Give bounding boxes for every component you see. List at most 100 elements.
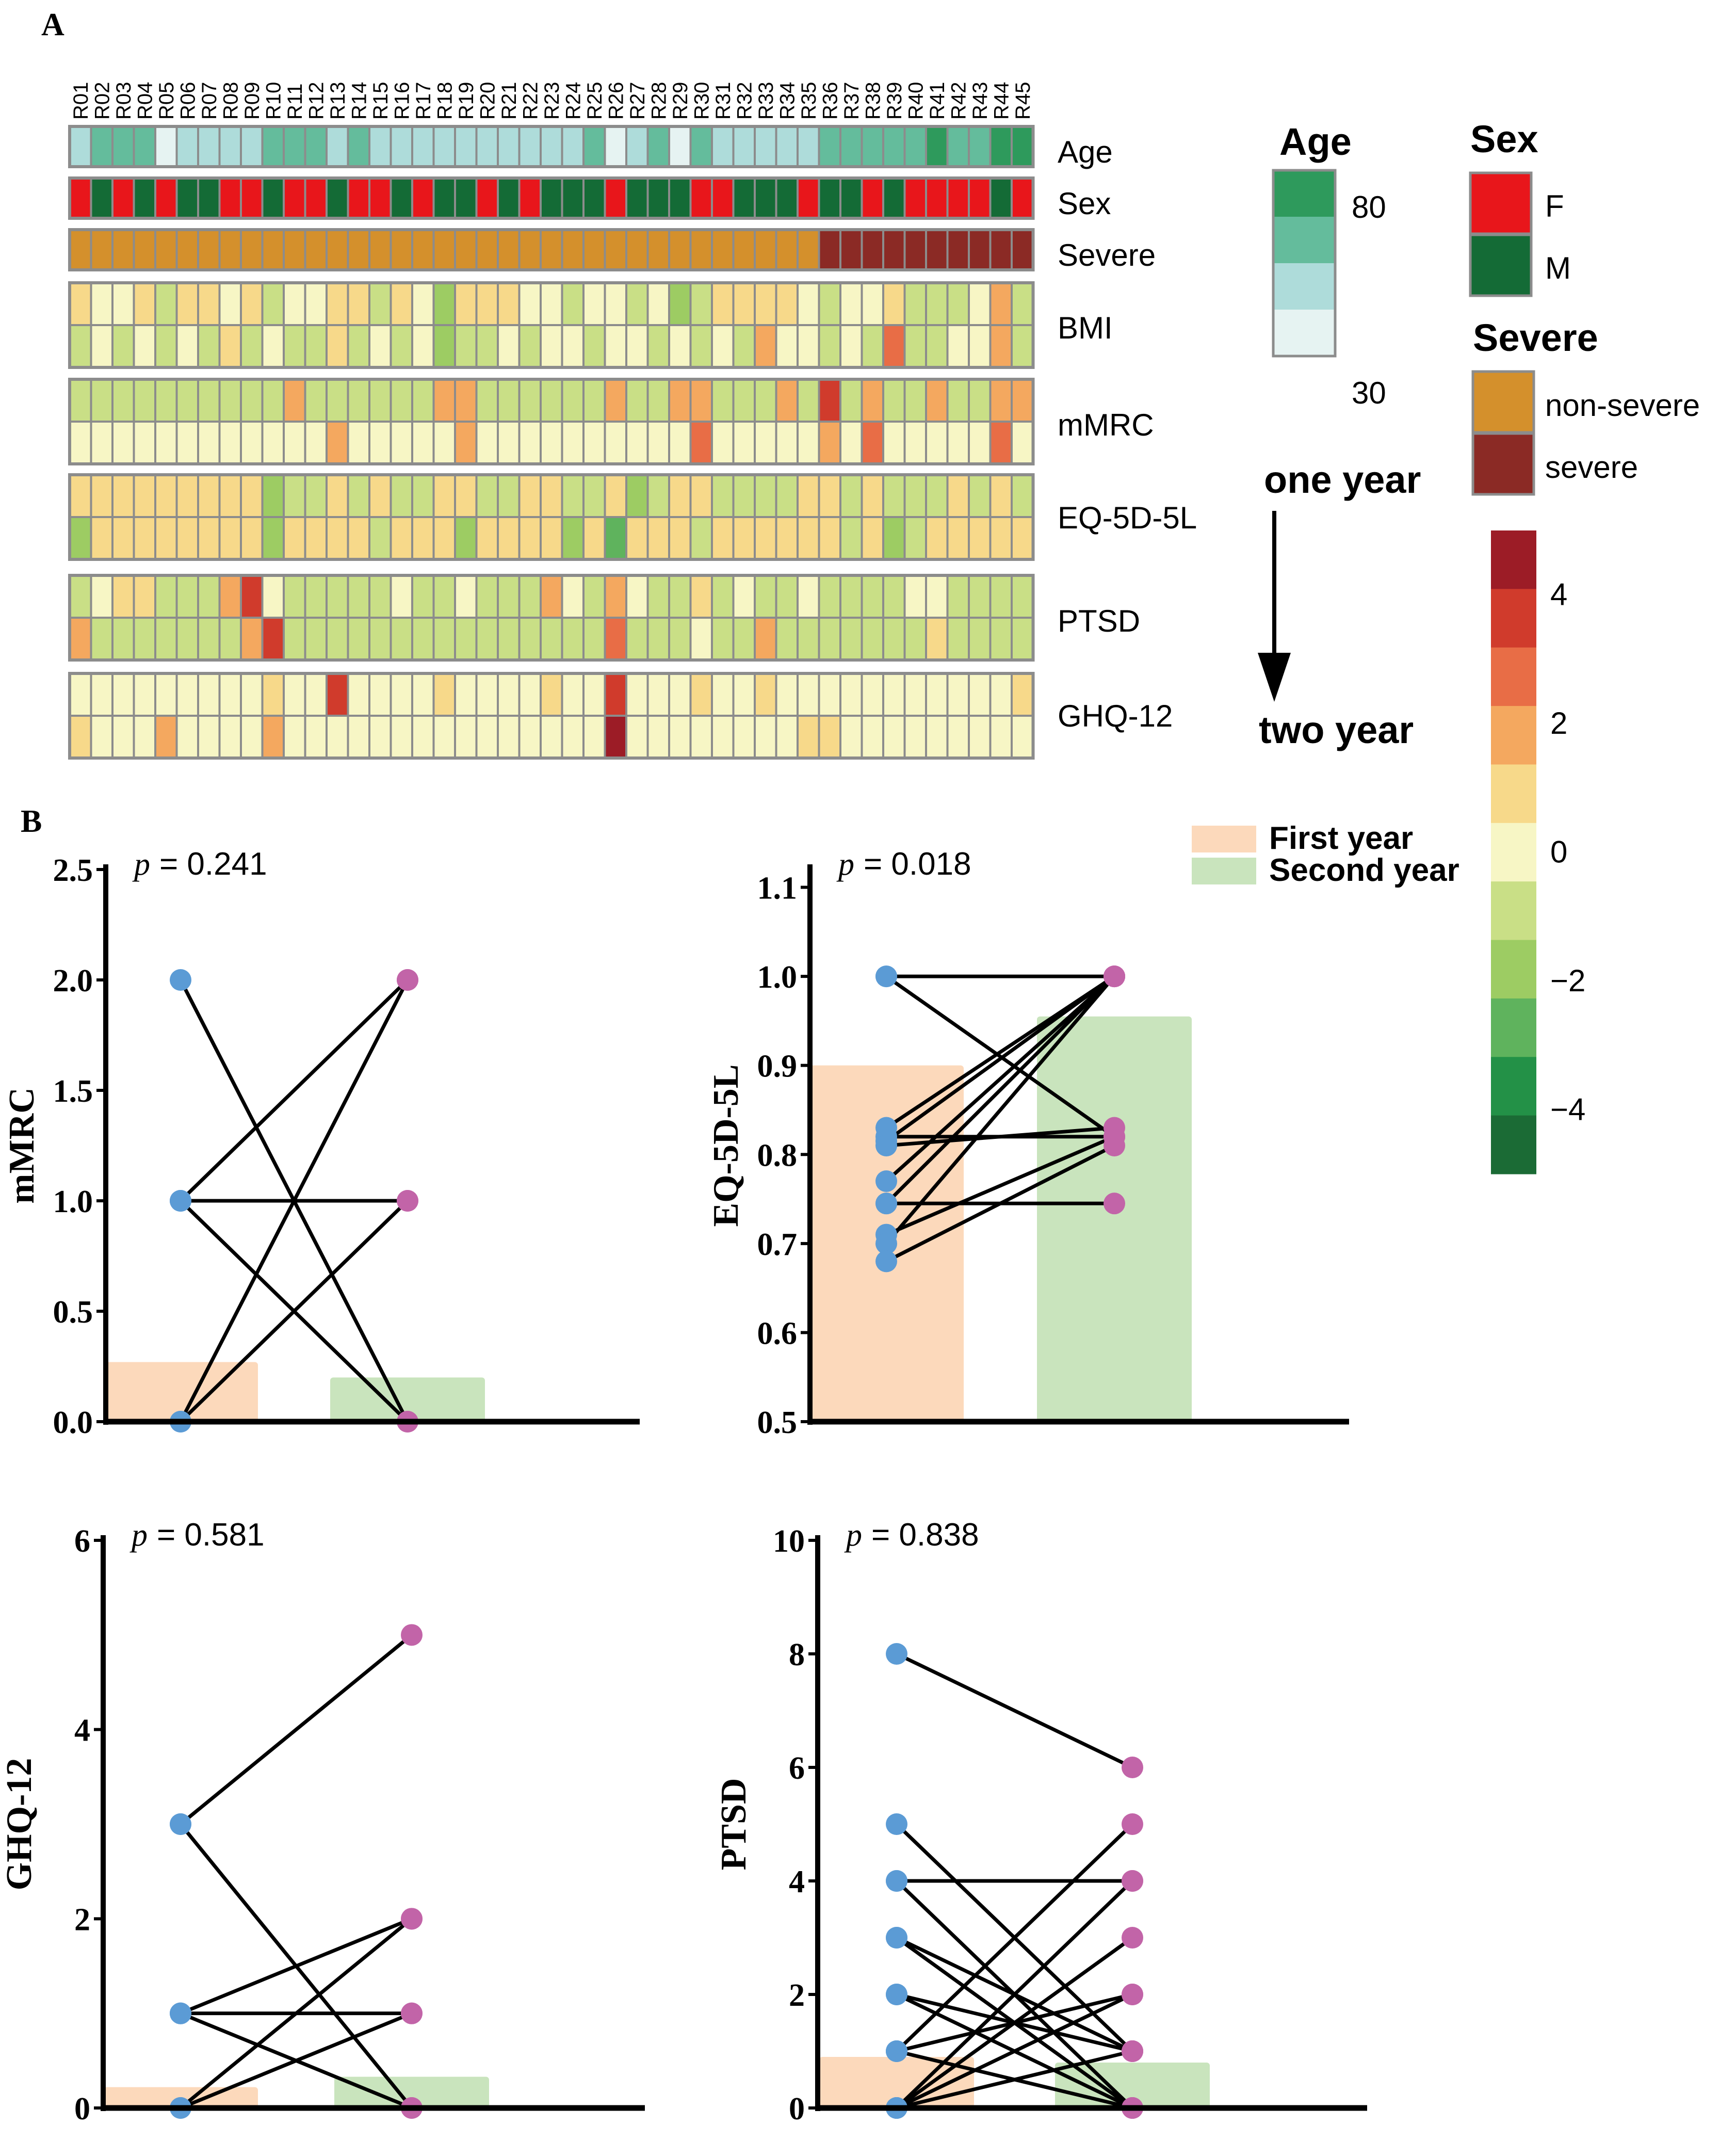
sample-label: R17: [412, 82, 435, 120]
heatmap-cell: [754, 282, 777, 326]
heatmap-cell: [240, 177, 264, 219]
heatmap-cell: [797, 125, 820, 168]
p-value: p = 0.581: [129, 1517, 265, 1553]
heatmap-cell: [154, 177, 178, 219]
heatmap-cell: [411, 516, 435, 560]
heatmap-cell: [347, 516, 370, 560]
heatmap-cell: [283, 324, 306, 368]
heatmap-cell: [1011, 474, 1034, 518]
heatmap-cell: [925, 324, 949, 368]
heatmap-cell: [390, 715, 413, 759]
heatmap-cell: [133, 421, 156, 465]
p-value-symbol: p: [836, 847, 854, 882]
heatmap-cell: [946, 282, 970, 326]
heatmap-cell: [90, 229, 113, 271]
heatmap-cell: [711, 421, 735, 465]
heatmap-cell: [432, 378, 456, 423]
heatmap-cell: [946, 516, 970, 560]
heatmap-cell: [368, 282, 392, 326]
heatmap-cell: [411, 474, 435, 518]
heatmap-cell: [540, 617, 563, 661]
heatmap-cell: [133, 378, 156, 423]
heatmap-cell: [946, 715, 970, 759]
heatmap-cell: [432, 229, 456, 271]
heatmap-cell: [732, 516, 756, 560]
heatmap-cell: [175, 282, 199, 326]
panel-label-b: B: [21, 804, 42, 839]
heatmap-cell: [946, 672, 970, 717]
heatmap-cell: [625, 125, 649, 168]
heatmap-cell: [347, 474, 370, 518]
p-value-text: = 0.241: [159, 846, 267, 882]
heatmap-cell: [646, 177, 670, 219]
pair-line: [179, 1199, 409, 1423]
heatmap-cell: [497, 229, 521, 271]
sample-label: R26: [605, 82, 627, 120]
point-first-year: [886, 1927, 907, 1949]
heatmap-cell: [689, 125, 713, 168]
time-label-end: two year: [1259, 709, 1414, 751]
sample-label: R16: [391, 82, 413, 120]
heatmap-cell: [175, 324, 199, 368]
heatmap-cell: [90, 324, 113, 368]
heatmap-cell: [497, 715, 521, 759]
sample-label: R06: [176, 82, 199, 120]
colorbar-segment: [1491, 589, 1536, 648]
heatmap-cell: [454, 474, 478, 518]
heatmap-cell: [390, 617, 413, 661]
heatmap-cell: [197, 715, 221, 759]
heatmap-cell: [347, 617, 370, 661]
legend-sex-title: Sex: [1470, 118, 1538, 160]
heatmap-cell: [754, 324, 777, 368]
heatmap-cell: [689, 421, 713, 465]
heatmap-cell: [625, 324, 649, 368]
heatmap-cell: [839, 574, 863, 619]
heatmap-cell: [240, 282, 264, 326]
heatmap-cell: [411, 574, 435, 619]
bar-second-year: [1055, 2063, 1210, 2108]
heatmap-cell: [732, 421, 756, 465]
heatmap-cell: [111, 378, 135, 423]
heatmap-cell: [861, 177, 884, 219]
pair-line: [886, 1125, 1115, 1148]
heatmap-cell: [390, 324, 413, 368]
heatmap-cell: [604, 474, 627, 518]
heatmap-cell: [261, 474, 285, 518]
heatmap-cell: [903, 324, 927, 368]
heatmap-cell: [582, 125, 606, 168]
heatmap-cell: [497, 125, 521, 168]
point-first-year: [886, 2040, 907, 2062]
heatmap-cell: [347, 378, 370, 423]
sample-label: R28: [647, 82, 670, 120]
heatmap-cell: [646, 421, 670, 465]
heatmap-cell: [304, 617, 328, 661]
heatmap-cell: [925, 378, 949, 423]
heatmap-cell: [711, 177, 735, 219]
heatmap-cell: [946, 421, 970, 465]
heatmap-cell: [775, 672, 799, 717]
heatmap-cell: [818, 282, 841, 326]
heatmap-cell: [432, 715, 456, 759]
heatmap-cell: [668, 516, 692, 560]
score-row-ptsd: [68, 574, 1035, 662]
heatmap-cell: [668, 378, 692, 423]
heatmap-cell: [925, 229, 949, 271]
heatmap-cell: [861, 421, 884, 465]
chart-ptsd: 0 2 4 6 8 10 PTSD p = 0.838: [714, 1517, 1367, 2127]
row-frame: [68, 125, 1035, 168]
row-label-age: Age: [1058, 135, 1113, 169]
heatmap-cell: [668, 574, 692, 619]
heatmap-cell: [90, 715, 113, 759]
score-row-ghq12: [68, 672, 1035, 760]
heatmap-cell: [625, 516, 649, 560]
row-label-severe: Severe: [1058, 238, 1156, 272]
heatmap-cell: [133, 229, 156, 271]
heatmap-cell: [69, 177, 92, 219]
point-second-year: [397, 1190, 418, 1212]
heatmap-cell: [518, 672, 542, 717]
legend-b-label-first: First year: [1269, 820, 1413, 856]
heatmap-cell: [711, 516, 735, 560]
sample-label: R33: [755, 82, 777, 120]
heatmap-cell: [903, 282, 927, 326]
heatmap-cell: [497, 324, 521, 368]
